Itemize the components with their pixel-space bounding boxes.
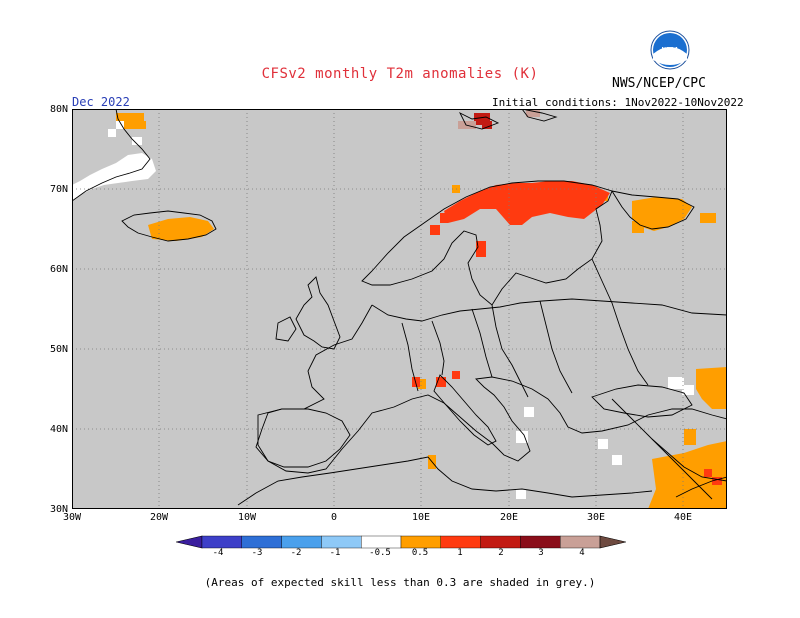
colorbar-swatch: [480, 535, 521, 549]
lon-label-20e: 20E: [499, 512, 519, 523]
lat-label-70n: 70N: [49, 184, 68, 195]
anomaly-darkred-areas: [474, 113, 492, 129]
colorbar-labels: -4 -3 -2 -1 -0.5 0.5 1 2 3 4: [0, 548, 800, 562]
colorbar-label-p05: 0.5: [411, 548, 429, 558]
lat-label-50n: 50N: [49, 344, 68, 355]
map-frame: [72, 109, 727, 509]
colorbar-label-m4: -4: [212, 548, 224, 558]
colorbar-swatch: [321, 535, 362, 549]
colorbar-label-p2: 2: [498, 548, 504, 558]
colorbar-swatch: [440, 535, 481, 549]
lon-label-30e: 30E: [586, 512, 606, 523]
colorbar-swatch: [241, 535, 282, 549]
lon-label-20w: 20W: [149, 512, 169, 523]
colorbar: [175, 534, 627, 550]
colorbar-swatch: [520, 535, 561, 549]
colorbar-label-m2: -2: [290, 548, 302, 558]
map-background: [72, 109, 727, 509]
graticule: [72, 109, 727, 509]
coastlines: [71, 108, 728, 506]
chart-title: CFSv2 monthly T2m anomalies (K): [261, 66, 539, 82]
map-panel: [71, 108, 728, 509]
lon-label-30w: 30W: [62, 512, 82, 523]
map-svg: [71, 108, 728, 509]
lat-label-30n: 30N: [49, 504, 68, 515]
colorbar-swatch: [400, 535, 441, 549]
lon-label-40e: 40E: [673, 512, 693, 523]
org-label: NWS/NCEP/CPC: [612, 76, 706, 91]
anomaly-red-areas: [412, 181, 722, 485]
colorbar-swatch: [360, 535, 402, 549]
colorbar-swatch: [599, 535, 627, 549]
initial-conditions: Initial conditions: 1Nov2022-10Nov2022: [492, 96, 744, 109]
lon-label-0: 0: [330, 512, 338, 523]
colorbar-swatch: [175, 535, 203, 549]
colorbar-swatch: [281, 535, 322, 549]
noaa-logo-icon: NOAA: [650, 30, 690, 70]
lon-label-10e: 10E: [411, 512, 431, 523]
colorbar-label-m05: -0.5: [369, 548, 391, 558]
colorbar-swatch: [560, 535, 601, 549]
lat-label-80n: 80N: [49, 104, 68, 115]
forecast-month: Dec 2022: [72, 95, 130, 109]
colorbar-label-p3: 3: [538, 548, 544, 558]
lon-label-10w: 10W: [237, 512, 257, 523]
noaa-logo-text: NOAA: [662, 46, 680, 54]
colorbar-label-m1: -1: [329, 548, 341, 558]
colorbar-label-m3: -3: [251, 548, 263, 558]
lat-label-60n: 60N: [49, 264, 68, 275]
colorbar-swatch: [201, 535, 242, 549]
colorbar-label-p4: 4: [579, 548, 585, 558]
lat-label-40n: 40N: [49, 424, 68, 435]
colorbar-label-p1: 1: [457, 548, 463, 558]
colorbar-svg: [175, 535, 627, 549]
skill-footnote: (Areas of expected skill less than 0.3 a…: [204, 576, 596, 589]
